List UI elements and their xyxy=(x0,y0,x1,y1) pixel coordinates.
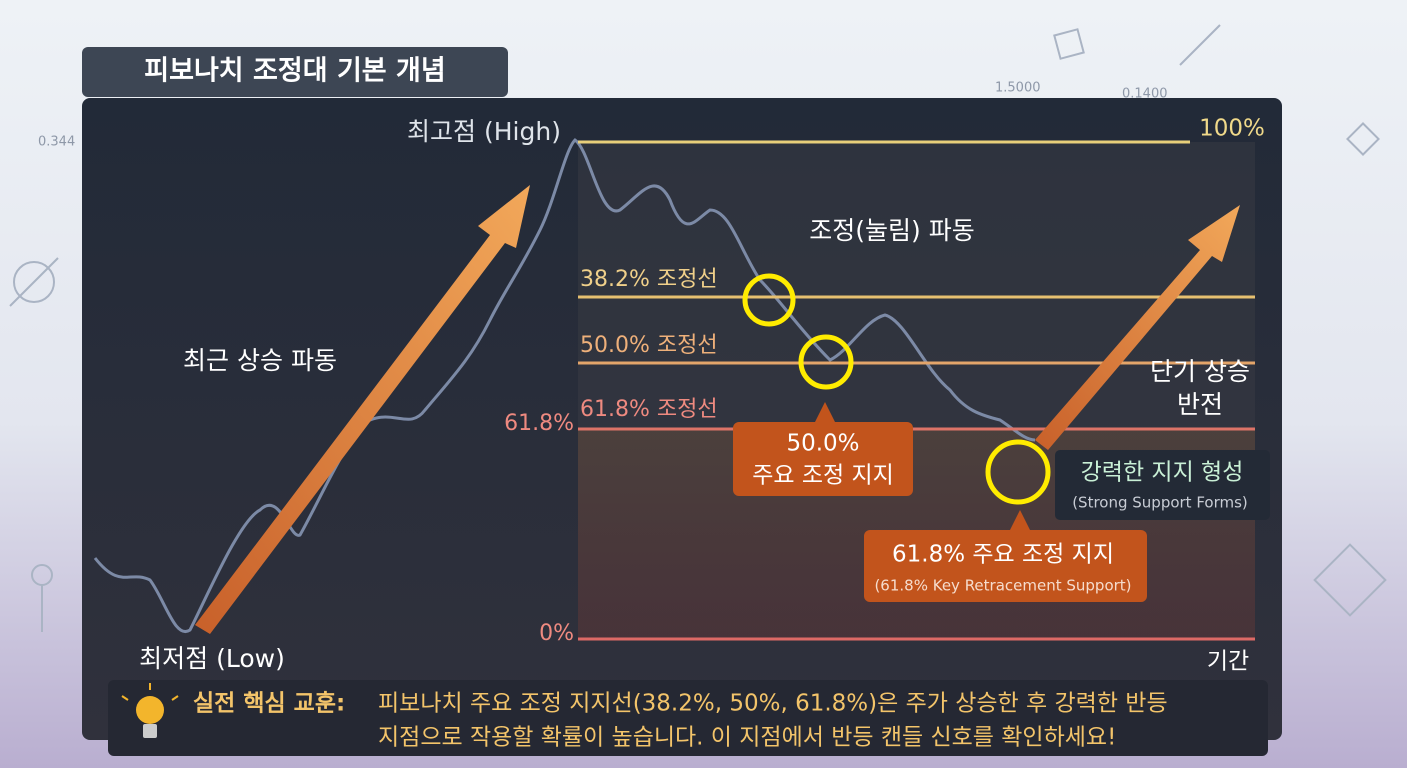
level-lines xyxy=(578,140,1255,641)
lesson-box xyxy=(108,680,1268,756)
level-label: 100% xyxy=(1199,116,1265,142)
level-label: 61.8% xyxy=(504,411,574,436)
callout-text: 강력한 지지 형성 xyxy=(1081,460,1244,486)
bg-number: 1.5000 xyxy=(995,81,1041,96)
title: 피보나치 조정대 기본 개념 xyxy=(144,56,445,87)
highlight xyxy=(798,334,854,390)
x-axis-label: 기간 xyxy=(1207,649,1249,675)
callout-text: 61.8% 주요 조정 지지 xyxy=(892,542,1114,568)
callout-text: (Strong Support Forms) xyxy=(1072,494,1248,512)
up-arrow xyxy=(195,185,530,634)
reversal-arrow xyxy=(1035,205,1240,450)
decor xyxy=(9,24,1387,632)
highlight xyxy=(985,439,1051,505)
callout-pointer xyxy=(815,402,835,422)
wave-label: 단기 상승 xyxy=(1150,357,1250,386)
lesson-label: 실전 핵심 교훈: xyxy=(193,691,345,717)
highlight xyxy=(742,273,796,327)
bulb-icon xyxy=(121,683,179,738)
bg-number: 0.344 xyxy=(38,135,75,150)
highlights xyxy=(742,273,1051,505)
callout-text: 주요 조정 지지 xyxy=(752,463,894,489)
callout-box xyxy=(733,422,913,496)
level-label: 61.8% 조정선 xyxy=(580,397,718,422)
callout-text: 50.0% xyxy=(786,431,859,457)
callout-box xyxy=(1055,450,1270,520)
bg-number: 0.1400 xyxy=(1122,87,1168,102)
price-path xyxy=(93,138,1036,634)
level-label: 0% xyxy=(539,621,574,646)
wave-label: 반전 xyxy=(1177,390,1223,419)
callout-box xyxy=(864,530,1147,602)
lesson-text: 피보나치 주요 조정 지지선(38.2%, 50%, 61.8%)은 주가 상승… xyxy=(378,691,1168,717)
callout-pointer xyxy=(1010,510,1030,530)
low-label: 최저점 (Low) xyxy=(139,644,285,673)
callout-text: (61.8% Key Retracement Support) xyxy=(874,577,1131,595)
lesson-text: 지점으로 작용할 확률이 높습니다. 이 지점에서 반등 캔들 신호를 확인하세… xyxy=(378,725,1116,751)
wave-label: 조정(눌림) 파동 xyxy=(809,216,974,245)
level-label: 38.2% 조정선 xyxy=(580,267,718,292)
high-label: 최고점 (High) xyxy=(407,117,561,146)
level-label: 50.0% 조정선 xyxy=(580,333,718,358)
wave-label: 최근 상승 파동 xyxy=(183,346,337,375)
title-tab xyxy=(82,47,508,97)
